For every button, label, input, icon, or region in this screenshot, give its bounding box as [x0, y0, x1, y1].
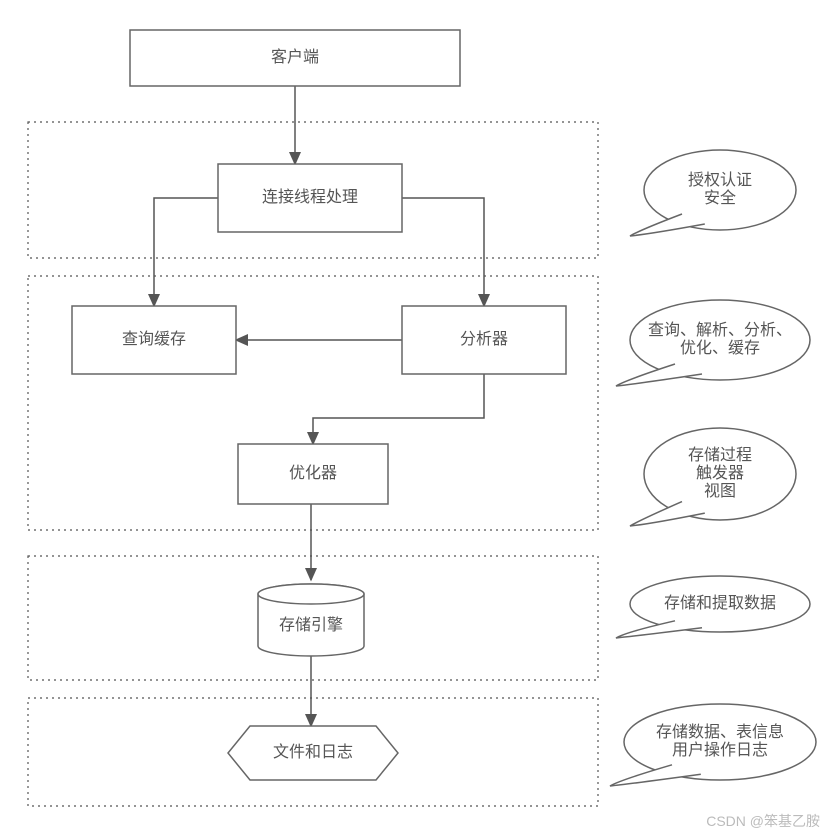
bubble-text-4-1: 用户操作日志 [672, 741, 768, 759]
bubble-text-2-0: 存储过程 [688, 446, 752, 464]
node-connect: 连接线程处理 [218, 164, 402, 232]
node-label-cache: 查询缓存 [122, 330, 186, 348]
node-label-engine: 存储引擎 [279, 616, 343, 634]
bubble-0: 授权认证安全 [630, 150, 796, 236]
bubble-text-0-1: 安全 [704, 189, 736, 207]
bubble-text-0-0: 授权认证 [688, 171, 752, 189]
architecture-flowchart: 客户端连接线程处理查询缓存分析器优化器存储引擎文件和日志 授权认证安全查询、解析… [0, 0, 837, 836]
edge-connect-cache [154, 198, 218, 306]
bubble-text-2-1: 触发器 [696, 464, 744, 482]
node-cache: 查询缓存 [72, 306, 236, 374]
bubble-text-2-2: 视图 [704, 482, 736, 500]
bubble-text-3-0: 存储和提取数据 [664, 594, 776, 612]
bubble-text-1-1: 优化、缓存 [680, 339, 760, 357]
bubble-text-1-0: 查询、解析、分析、 [648, 321, 792, 339]
node-optimizer: 优化器 [238, 444, 388, 504]
edge-connect-parser [402, 198, 484, 306]
bubble-1: 查询、解析、分析、优化、缓存 [616, 300, 810, 386]
bubble-text-4-0: 存储数据、表信息 [656, 723, 784, 741]
bubble-2: 存储过程触发器视图 [630, 428, 796, 526]
node-client: 客户端 [130, 30, 460, 86]
node-files: 文件和日志 [228, 726, 398, 780]
bubble-4: 存储数据、表信息用户操作日志 [610, 704, 816, 786]
node-label-files: 文件和日志 [273, 743, 353, 761]
bubble-3: 存储和提取数据 [616, 576, 810, 638]
edge-parser-optimizer [313, 374, 484, 444]
watermark-text: CSDN @笨基乙胺 [706, 813, 820, 829]
node-parser: 分析器 [402, 306, 566, 374]
node-label-client: 客户端 [271, 48, 319, 66]
node-label-parser: 分析器 [460, 330, 508, 348]
node-engine: 存储引擎 [258, 584, 364, 656]
node-label-optimizer: 优化器 [289, 464, 337, 482]
node-label-connect: 连接线程处理 [262, 188, 358, 206]
